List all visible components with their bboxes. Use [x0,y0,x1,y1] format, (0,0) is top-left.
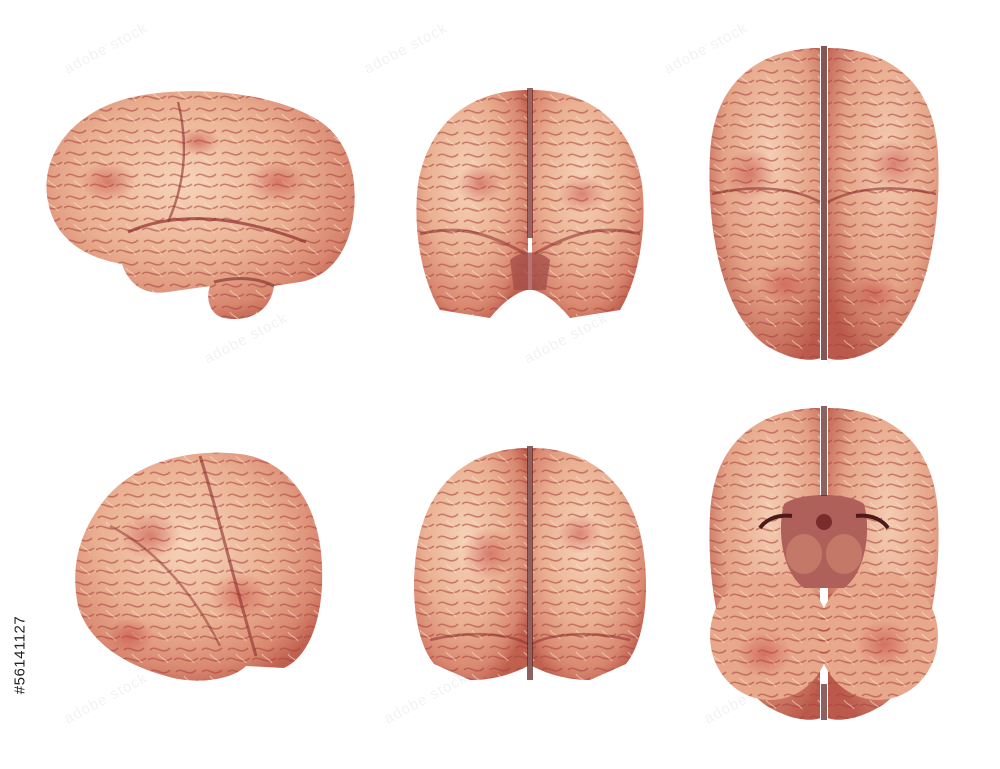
stock-id-label: #56141127 [6,560,34,750]
watermark-text: adobe stock [361,19,451,78]
watermark-text: adobe stock [61,19,151,78]
brain-superior-view [704,44,944,362]
brain-anterior-view [410,84,650,324]
brain-lateral-view [38,82,360,324]
brain-oblique-view [70,446,326,684]
stock-id-text: #56141127 [11,615,29,695]
brain-inferior-view [704,404,944,722]
brain-posterior-view [410,444,650,684]
